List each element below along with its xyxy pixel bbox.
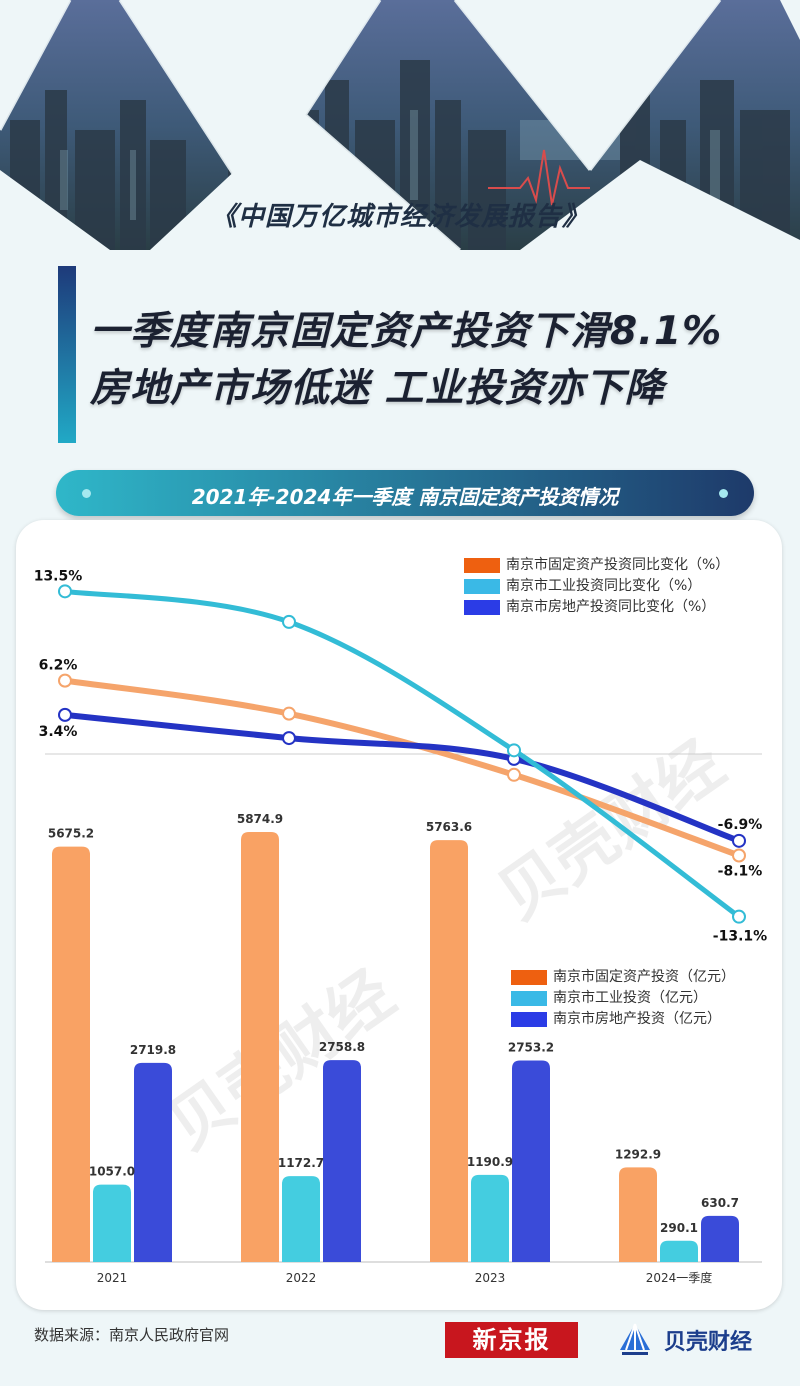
bar-value-label: 290.1 <box>660 1221 698 1235</box>
legend-item: 南京市工业投资（亿元） <box>511 988 735 1009</box>
report-subtitle: 《中国万亿城市经济发展报告》 <box>210 202 589 232</box>
x-tick-label: 2022 <box>286 1271 317 1285</box>
data-point <box>282 614 296 629</box>
beike-shell-icon <box>620 1323 650 1355</box>
bar <box>241 832 279 1262</box>
bar <box>134 1062 172 1262</box>
series-line <box>62 677 742 859</box>
legend-swatch <box>511 991 547 1006</box>
growth-value-label: -8.1% <box>718 864 763 880</box>
bar <box>430 840 468 1262</box>
line-legend: 南京市固定资产投资同比变化（%） 南京市工业投资同比变化（%） 南京市房地产投资… <box>464 555 729 618</box>
data-point <box>58 673 72 688</box>
data-point <box>732 833 746 848</box>
bar <box>701 1215 739 1262</box>
section-title-banner: 2021年-2024年一季度 南京固定资产投资情况 <box>56 470 754 516</box>
growth-value-label: -6.9% <box>718 817 763 833</box>
legend-swatch <box>464 558 500 573</box>
growth-value-label: 13.5% <box>34 568 83 584</box>
bar-value-label: 5874.9 <box>237 812 283 826</box>
bar-legend: 南京市固定资产投资（亿元） 南京市工业投资（亿元） 南京市房地产投资（亿元） <box>511 967 735 1030</box>
section-title: 2021年-2024年一季度 南京固定资产投资情况 <box>191 485 619 509</box>
bar-value-label: 2753.2 <box>508 1040 554 1054</box>
legend-label: 南京市工业投资（亿元） <box>553 990 707 1006</box>
data-point <box>732 848 746 863</box>
bar <box>512 1060 550 1262</box>
data-point <box>732 909 746 924</box>
beike-logo-text: 贝壳财经 <box>664 1330 753 1355</box>
bar <box>52 846 90 1262</box>
series-line <box>62 711 742 844</box>
growth-value-label: 6.2% <box>39 658 78 674</box>
bar-value-label: 5763.6 <box>426 820 472 834</box>
bar-value-label: 1057.0 <box>89 1165 135 1179</box>
data-point <box>58 707 72 722</box>
bar-value-label: 1172.7 <box>278 1156 324 1170</box>
growth-value-label: 3.4% <box>39 724 78 740</box>
bar-value-label: 2758.8 <box>319 1040 365 1054</box>
headline-line-1: 一季度南京固定资产投资下滑8.1% <box>90 309 723 354</box>
banner-dot-right <box>719 489 728 498</box>
legend-swatch <box>464 579 500 594</box>
legend-label: 南京市工业投资同比变化（%） <box>506 578 702 594</box>
bar-value-label: 630.7 <box>701 1196 739 1210</box>
hero-cityscape-image <box>0 0 800 250</box>
bar <box>323 1060 361 1262</box>
headline-line-2: 房地产市场低迷 工业投资亦下降 <box>90 366 665 411</box>
data-point <box>58 584 72 599</box>
data-source-note: 数据来源：南京人民政府官网 <box>34 1326 230 1344</box>
bar-value-label: 2719.8 <box>130 1043 176 1057</box>
legend-item: 南京市工业投资同比变化（%） <box>464 576 729 597</box>
x-tick-label: 2023 <box>475 1271 506 1285</box>
x-tick-label: 2021 <box>97 1271 128 1285</box>
data-point <box>507 767 521 782</box>
bar <box>471 1174 509 1262</box>
bar <box>660 1240 698 1262</box>
legend-swatch <box>511 1012 547 1027</box>
bar-value-label: 1292.9 <box>615 1147 661 1161</box>
bar-value-label: 5675.2 <box>48 827 94 841</box>
legend-swatch <box>464 600 500 615</box>
legend-item: 南京市固定资产投资同比变化（%） <box>464 555 729 576</box>
legend-label: 南京市固定资产投资（亿元） <box>553 969 735 985</box>
bar-value-label: 1190.9 <box>467 1155 513 1169</box>
legend-item: 南京市房地产投资同比变化（%） <box>464 597 729 618</box>
data-point <box>282 731 296 746</box>
bar <box>93 1184 131 1262</box>
legend-label: 南京市房地产投资同比变化（%） <box>506 599 716 615</box>
legend-swatch <box>511 970 547 985</box>
x-tick-label: 2024一季度 <box>646 1270 713 1285</box>
bar <box>619 1167 657 1262</box>
legend-item: 南京市固定资产投资（亿元） <box>511 967 735 988</box>
legend-label: 南京市固定资产投资同比变化（%） <box>506 557 730 573</box>
xinjingbao-logo: 新京报 <box>445 1322 578 1358</box>
bar <box>282 1176 320 1262</box>
growth-value-label: -13.1% <box>713 929 767 945</box>
legend-item: 南京市房地产投资（亿元） <box>511 1009 735 1030</box>
banner-dot-left <box>82 489 91 498</box>
data-point <box>282 706 296 721</box>
title-accent-bar <box>58 266 76 443</box>
legend-label: 南京市房地产投资（亿元） <box>553 1011 721 1027</box>
data-point <box>507 743 521 758</box>
series-line <box>62 588 742 920</box>
